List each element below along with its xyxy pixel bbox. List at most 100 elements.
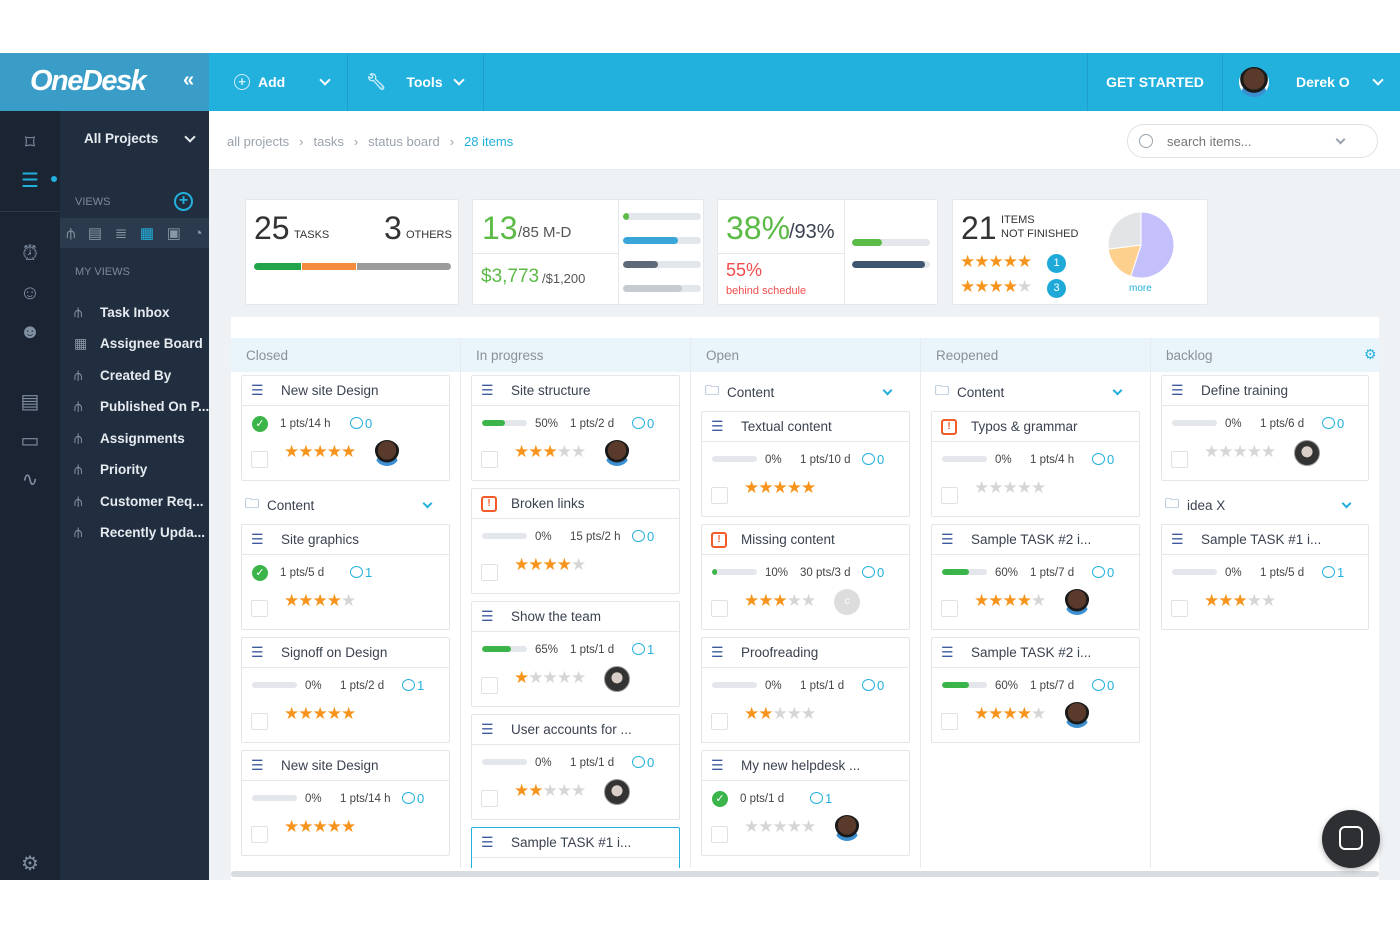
comments-count[interactable]: 0 <box>632 416 654 431</box>
sidebar-item[interactable]: ⫛ Created By <box>74 364 171 386</box>
task-card[interactable]: ☰ Signoff on Design 0% 1 pts/2 d 1 ★★★★★ <box>241 637 450 743</box>
chevron-down-icon[interactable] <box>882 385 893 395</box>
star-rating[interactable]: ★★★★★ <box>744 817 816 837</box>
comments-count[interactable]: 0 <box>862 565 884 580</box>
rating-count-badge[interactable]: 1 <box>1047 254 1066 273</box>
card-title[interactable]: Show the team <box>511 609 602 624</box>
star-rating[interactable]: ★★★★★ <box>284 817 356 837</box>
tasks-icon[interactable]: ☰ <box>21 170 39 192</box>
assignee-avatar[interactable] <box>834 815 860 841</box>
add-view-button[interactable]: + <box>174 192 193 211</box>
card-title[interactable]: Define training <box>1201 383 1289 398</box>
chevron-down-icon[interactable] <box>1335 134 1346 144</box>
gantt-view-icon[interactable]: ≣ <box>114 225 128 242</box>
search-input[interactable] <box>1167 133 1337 149</box>
select-checkbox[interactable] <box>481 451 498 468</box>
chart-view-icon[interactable]: ◔ <box>193 224 203 242</box>
horizontal-scrollbar[interactable] <box>231 871 1379 877</box>
tools-button[interactable]: Tools <box>406 74 443 90</box>
search-box[interactable] <box>1127 124 1378 158</box>
sidebar-item[interactable]: ⫛ Assignments <box>74 427 185 449</box>
task-card[interactable]: ☰ My new helpdesk ... ✓ 0 pts/1 d 1 ★★★★★ <box>701 750 910 856</box>
select-checkbox[interactable] <box>711 713 728 730</box>
select-checkbox[interactable] <box>1171 451 1188 468</box>
activity-icon[interactable]: ∿ <box>21 469 39 491</box>
card-title[interactable]: New site Design <box>281 383 379 398</box>
task-card[interactable]: ! Typos & grammar 0% 1 pts/4 h 0 ★★★★★ <box>931 411 1140 517</box>
select-checkbox[interactable] <box>481 564 498 581</box>
comments-count[interactable]: 1 <box>1322 565 1344 580</box>
board-view-icon[interactable]: ▦ <box>139 225 155 242</box>
comments-count[interactable]: 0 <box>632 755 654 770</box>
sidebar-item[interactable]: ⫛ Published On P... <box>74 396 209 418</box>
customer-icon[interactable]: ☺ <box>19 282 41 304</box>
star-rating[interactable]: ★★★★★ <box>744 704 816 724</box>
star-rating[interactable]: ★★★★★ <box>974 704 1046 724</box>
assignee-avatar[interactable]: c <box>834 589 860 615</box>
task-card[interactable]: ☰ Textual content 0% 1 pts/10 d 0 ★★★★★ <box>701 411 910 517</box>
breadcrumb-tasks[interactable]: tasks <box>313 134 344 149</box>
assignee-avatar[interactable] <box>1064 702 1090 728</box>
select-checkbox[interactable] <box>251 713 268 730</box>
task-card[interactable]: ☰ Site graphics ✓ 1 pts/5 d 1 ★★★★★ <box>241 524 450 630</box>
assignee-avatar[interactable] <box>1064 589 1090 615</box>
comments-count[interactable]: 1 <box>810 791 832 806</box>
comments-count[interactable]: 0 <box>402 791 424 806</box>
comments-count[interactable]: 0 <box>1092 678 1114 693</box>
task-card[interactable]: ☰ User accounts for ... 0% 1 pts/1 d 0 ★★★★★ <box>471 714 680 820</box>
sidebar-item[interactable]: ▦ Assignee Board <box>74 333 203 355</box>
group-header[interactable]: 🗀︎ idea X <box>1161 488 1369 522</box>
select-checkbox[interactable] <box>481 790 498 807</box>
select-checkbox[interactable] <box>941 487 958 504</box>
star-rating[interactable]: ★★★★★ <box>514 781 586 801</box>
comments-count[interactable]: 0 <box>1092 565 1114 580</box>
comments-count[interactable]: 0 <box>1322 416 1344 431</box>
list-view-icon[interactable]: ▤ <box>87 225 103 242</box>
breadcrumb-all-projects[interactable]: all projects <box>227 134 290 149</box>
chevron-down-icon[interactable] <box>1112 385 1123 395</box>
select-checkbox[interactable] <box>941 600 958 617</box>
card-title[interactable]: Proofreading <box>741 645 819 660</box>
assignee-avatar[interactable] <box>604 779 630 805</box>
task-card[interactable]: ☰ Show the team 65% 1 pts/1 d 1 ★★★★★ <box>471 601 680 707</box>
tree-view-icon[interactable]: ⫛ <box>66 224 76 242</box>
star-rating[interactable]: ★★★★★ <box>974 478 1046 498</box>
star-rating[interactable]: ★★★★★ <box>1204 591 1276 611</box>
card-title[interactable]: Sample TASK #2 i... <box>971 532 1092 547</box>
star-rating[interactable]: ★★★★★ <box>974 591 1046 611</box>
card-title[interactable]: My new helpdesk ... <box>741 758 861 773</box>
star-rating[interactable]: ★★★★★ <box>744 478 816 498</box>
card-title[interactable]: Site structure <box>511 383 591 398</box>
comments-count[interactable]: 0 <box>350 416 372 431</box>
card-title[interactable]: Sample TASK #1 i... <box>511 835 632 850</box>
presentation-icon[interactable]: ▤ <box>20 391 40 413</box>
task-card[interactable]: ☰ Sample TASK #1 i... <box>471 827 680 868</box>
tools-menu[interactable]: 🔧︎ Tools <box>348 53 484 111</box>
star-rating[interactable]: ★★★★★ <box>284 704 356 724</box>
select-checkbox[interactable] <box>251 600 268 617</box>
star-rating[interactable]: ★★★★★ <box>284 591 356 611</box>
comments-count[interactable]: 1 <box>402 678 424 693</box>
assignee-avatar[interactable] <box>374 440 400 466</box>
document-icon[interactable]: ▭ <box>20 430 40 452</box>
comments-count[interactable]: 1 <box>632 642 654 657</box>
chat-launcher-button[interactable] <box>1322 810 1380 868</box>
breadcrumb-status-board[interactable]: status board <box>368 134 440 149</box>
get-started-button[interactable]: GET STARTED <box>1087 53 1223 111</box>
card-title[interactable]: Missing content <box>741 532 835 547</box>
rating-count-badge[interactable]: 3 <box>1047 279 1066 298</box>
calendar-view-icon[interactable]: ▣ <box>166 225 181 242</box>
chevron-down-icon[interactable] <box>1341 498 1352 508</box>
comments-count[interactable]: 1 <box>350 565 372 580</box>
comments-count[interactable]: 0 <box>862 452 884 467</box>
add-menu[interactable]: + Add <box>209 53 348 111</box>
select-checkbox[interactable] <box>711 487 728 504</box>
select-checkbox[interactable] <box>481 677 498 694</box>
star-rating[interactable]: ★★★★★ <box>514 555 586 575</box>
chevron-down-icon[interactable] <box>422 498 433 508</box>
sidebar-item[interactable]: ⫛ Customer Req... <box>74 490 204 512</box>
task-card[interactable]: ☰ New site Design ✓ 1 pts/14 h 0 ★★★★★ <box>241 375 450 481</box>
ticket-icon[interactable]: ⌑ <box>24 132 36 154</box>
task-card[interactable]: ☰ Sample TASK #1 i... 0% 1 pts/5 d 1 ★★★★★ <box>1161 524 1369 630</box>
task-card[interactable]: ☰ New site Design 0% 1 pts/14 h 0 ★★★★★ <box>241 750 450 856</box>
